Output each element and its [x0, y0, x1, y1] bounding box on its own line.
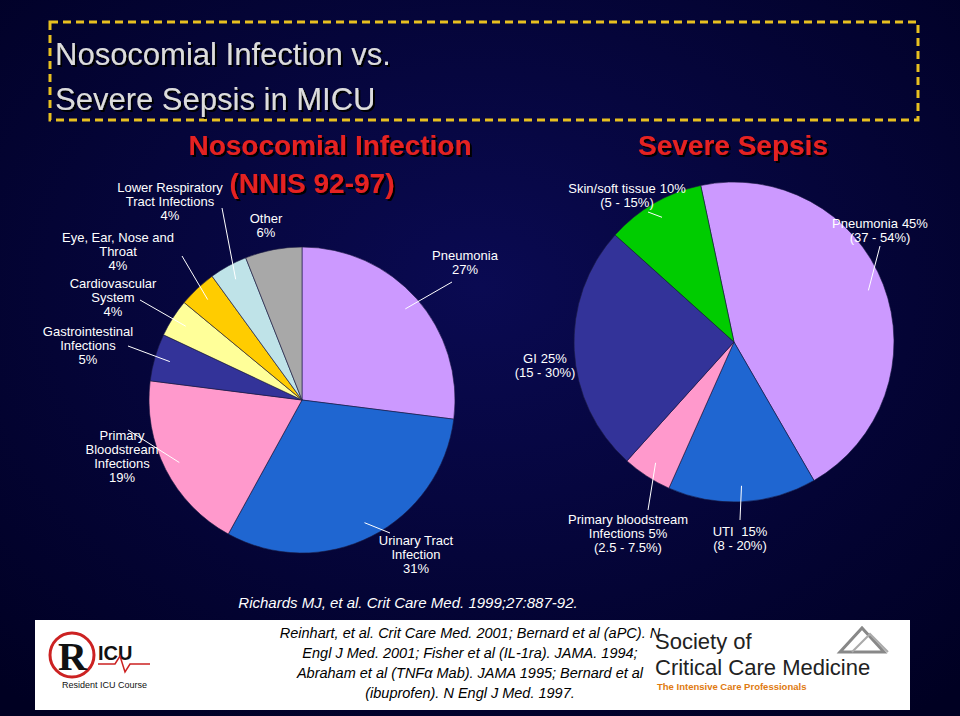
category-text: Other: [250, 211, 283, 226]
slice-label: GastrointestinalInfections5%: [43, 324, 133, 367]
leader-line: [740, 486, 742, 520]
slice-label: Skin/soft tissue 10% (5 - 15%): [568, 181, 686, 210]
category-text: Bloodstream: [86, 442, 159, 457]
category-text: Primary: [100, 428, 145, 443]
slice-label: PrimaryBloodstreamInfections19%: [86, 428, 159, 485]
value-text: 19%: [109, 470, 135, 485]
range-text: (2.5 - 7.5%): [594, 540, 662, 555]
range-text: (8 - 20%): [713, 538, 766, 553]
chart-subtitle: (NNIS 92-97): [230, 168, 395, 199]
range-text: (5 - 15%): [600, 195, 653, 210]
value-text: 25%: [541, 351, 567, 366]
value-text: 4%: [104, 304, 123, 319]
value-text: 6%: [257, 225, 276, 240]
slice-label: Pneumonia45%(37 - 54%): [832, 216, 928, 245]
slice-label: Eye, Ear, Nose andThroat4%: [62, 230, 174, 273]
pie-slice: [302, 247, 455, 419]
leader-line: [648, 463, 656, 510]
category-text: Cardiovascular: [70, 276, 157, 291]
slice-label: CardiovascularSystem4%: [70, 276, 157, 319]
background: [0, 0, 960, 716]
value-text: 27%: [452, 262, 478, 277]
logo-text: Critical Care Medicine: [655, 655, 870, 680]
value-text: 5%: [648, 526, 667, 541]
leader-line: [405, 282, 452, 309]
logo-text: The Intensive Care Professionals: [657, 681, 806, 692]
leader-line: [128, 346, 170, 362]
chart-title: Severe Sepsis: [638, 130, 828, 161]
value-text: 45%: [902, 216, 928, 231]
category-text: Urinary Tract: [379, 533, 454, 548]
slice-label: Other6%: [250, 211, 283, 240]
leader-line: [222, 208, 236, 279]
slice-label: Primary bloodstreamInfections5%(2.5 - 7.…: [568, 512, 688, 555]
range-text: (37 - 54%): [850, 230, 911, 245]
category-text: GI: [523, 351, 537, 366]
reference: (ibuprofen). N Engl J Med. 1997.: [365, 685, 575, 701]
slice-label: Urinary TractInfection31%: [379, 533, 454, 576]
category-text: Throat: [99, 244, 137, 259]
reference: Engl J Med. 2001; Fisher et al (IL-1ra).…: [302, 645, 637, 661]
category-text: Gastrointestinal: [43, 324, 133, 339]
category-text: Infection: [391, 547, 440, 562]
value-text: 10%: [660, 181, 686, 196]
leader-line: [128, 430, 179, 463]
reference: Reinhart, et al. Crit Care Med. 2001; Be…: [280, 625, 661, 641]
category-text: Lower Respiratory: [117, 180, 223, 195]
value-text: 15%: [741, 524, 767, 539]
value-text: 4%: [161, 208, 180, 223]
logo-text: Resident ICU Course: [62, 680, 147, 690]
title: Severe Sepsis in MICU: [55, 82, 375, 117]
slice-label: Pneumonia27%: [432, 248, 499, 277]
leader-line: [365, 523, 391, 533]
category-text: Pneumonia: [432, 248, 499, 263]
logo-text: ICU: [98, 642, 132, 664]
title-frame: [50, 22, 918, 120]
slice-label: Lower RespiratoryTract Infections4%: [117, 180, 223, 223]
category-text: Infections: [94, 456, 150, 471]
pie-chart: [149, 247, 455, 553]
category-text: Infections: [589, 526, 645, 541]
slide: Nosocomial Infection vs. Severe Sepsis in…: [0, 0, 960, 716]
logo-text: R: [58, 634, 88, 679]
leader-line: [182, 256, 208, 300]
category-text: Pneumonia: [832, 216, 899, 231]
reference: Abraham et al (TNFα Mab). JAMA 1995; Ber…: [296, 665, 644, 681]
pie-slice: [246, 247, 302, 400]
logo-text: Society of: [655, 629, 752, 654]
category-text: System: [91, 290, 134, 305]
leader-line: [648, 212, 662, 217]
category-text: UTI: [713, 524, 738, 539]
value-text: 31%: [403, 561, 429, 576]
logo-mark: [852, 634, 888, 652]
leader-line: [140, 300, 186, 326]
category-text: Skin/soft tissue: [568, 181, 655, 196]
range-text: (15 - 30%): [515, 365, 576, 380]
footer-box: [35, 620, 910, 710]
slice-label: UTI 15%(8 - 20%): [713, 524, 768, 553]
value-text: 5%: [79, 352, 98, 367]
category-text: Primary bloodstream: [568, 512, 688, 527]
value-text: 4%: [109, 258, 128, 273]
logo-pulse: [98, 656, 150, 672]
category-text: Tract Infections: [126, 194, 215, 209]
chart-title: Nosocomial Infection: [188, 130, 471, 161]
category-text: Infections: [60, 338, 116, 353]
source: Richards MJ, et al. Crit Care Med. 1999;…: [238, 594, 577, 611]
title: Nosocomial Infection vs.: [55, 37, 391, 72]
leader-line: [868, 246, 880, 290]
slice-label: GI 25%(15 - 30%): [515, 351, 576, 380]
category-text: Eye, Ear, Nose and: [62, 230, 174, 245]
